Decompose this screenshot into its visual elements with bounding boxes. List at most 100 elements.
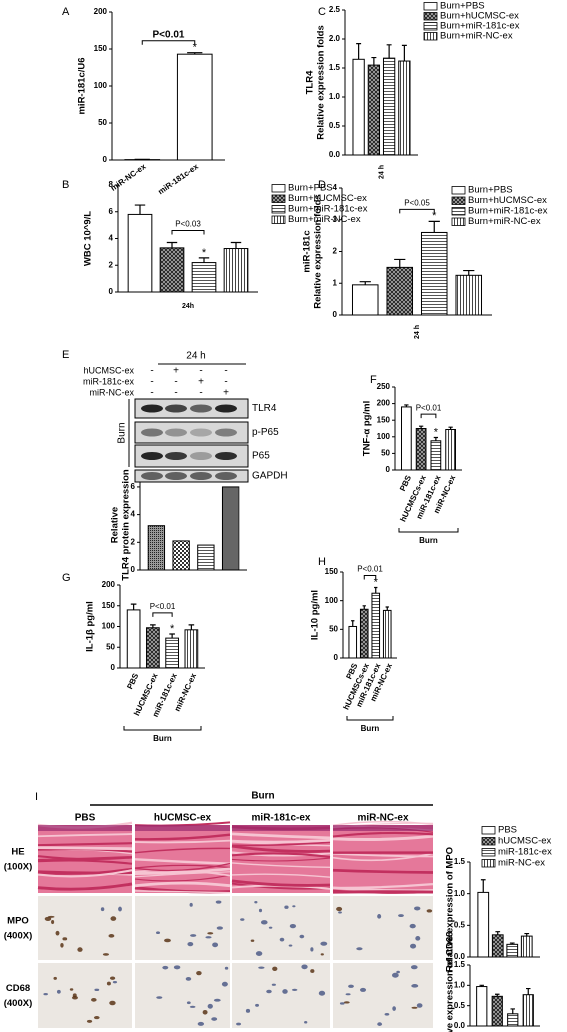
legend-label: Burn+PBS — [468, 185, 513, 196]
bar — [367, 64, 381, 156]
legend-swatch — [423, 22, 438, 31]
y-tick-label: 1 — [333, 278, 338, 287]
tissue-fiber — [134, 858, 231, 865]
y-tick-label: 1.0 — [454, 980, 466, 989]
condition-sign: + — [223, 388, 229, 399]
column-label: hUCMSC-ex — [154, 813, 212, 824]
group-label: Burn — [251, 791, 274, 802]
cell — [258, 908, 263, 913]
cell — [348, 984, 354, 988]
y-axis-label: IL-1β pg/ml — [85, 601, 96, 652]
cell — [187, 941, 194, 947]
error-bar — [509, 942, 515, 945]
cell — [202, 1009, 208, 1015]
group-bracket — [398, 528, 459, 533]
y-tick-label: 200 — [377, 399, 391, 408]
significance-star: * — [170, 623, 175, 635]
y-tick-label: 1.0 — [454, 889, 466, 898]
epidermis — [38, 825, 132, 831]
epidermis — [333, 825, 433, 831]
bar — [352, 58, 365, 156]
legend-label: Burn+miR-NC-ex — [288, 214, 361, 225]
legend-label: Burn+miR-NC-ex — [440, 31, 513, 42]
bar — [420, 231, 448, 316]
cell — [288, 944, 293, 947]
tissue-fiber — [134, 839, 231, 844]
blot-frame — [134, 444, 249, 468]
error-bar — [418, 425, 424, 429]
y-axis-label: TLR4 — [305, 70, 316, 94]
cell — [292, 905, 296, 908]
error-bar — [495, 931, 501, 935]
condition-sign: - — [224, 366, 227, 377]
error-bar — [188, 624, 195, 630]
blot-band — [215, 452, 237, 460]
bar — [191, 262, 217, 293]
cell — [93, 1016, 100, 1020]
tissue-fiber — [332, 852, 434, 862]
y-tick-label: 0 — [333, 310, 338, 319]
significance-star: * — [193, 42, 198, 54]
error-bar — [510, 1008, 516, 1014]
cell — [336, 906, 343, 912]
bar — [197, 544, 215, 571]
cell — [410, 965, 418, 970]
tissue-fiber — [134, 867, 231, 875]
cell — [55, 930, 60, 936]
cell — [416, 1003, 423, 1008]
bar — [147, 525, 166, 571]
band-label: TLR4 — [252, 403, 277, 414]
row-label: (400X) — [4, 931, 33, 942]
condition-label: hUCMSC-ex — [83, 365, 134, 375]
cell — [410, 943, 417, 949]
y-tick-label: 0 — [111, 663, 116, 672]
legend-swatch — [423, 32, 438, 41]
legend-swatch — [481, 848, 496, 857]
legend-swatch — [481, 859, 496, 868]
cell — [72, 993, 77, 998]
blot-band — [165, 472, 187, 480]
cell — [310, 947, 314, 952]
condition-sign: - — [199, 388, 202, 399]
panel-letter: B — [62, 179, 69, 191]
p-value: P<0.05 — [404, 198, 430, 207]
y-tick-label: 6 — [131, 482, 136, 491]
error-bar — [150, 624, 156, 628]
bar — [176, 53, 213, 161]
y-axis-label: TNF-α pg/ml — [362, 401, 373, 456]
cell — [411, 984, 419, 988]
error-bar — [385, 606, 389, 611]
legend-label: Burn+PBS — [288, 183, 333, 194]
cell — [100, 907, 105, 912]
bar — [126, 609, 141, 669]
tissue-fiber — [231, 873, 331, 878]
significance-star: * — [432, 210, 437, 222]
tissue-fiber — [134, 833, 231, 841]
y-tick-label: 150 — [102, 601, 116, 610]
cell — [60, 942, 64, 948]
tissue-fiber — [231, 879, 331, 887]
micrograph — [232, 896, 330, 960]
epidermis — [135, 825, 230, 831]
cell — [310, 969, 315, 973]
legend-label: Burn+hUCMSC-ex — [468, 195, 547, 206]
bar — [351, 284, 379, 316]
band-label: P65 — [252, 451, 270, 462]
blot-band — [165, 404, 187, 413]
blot-band — [190, 404, 212, 413]
tissue-fiber — [134, 864, 231, 869]
p-value-bracket — [171, 230, 205, 235]
cell — [279, 937, 285, 942]
condition-sign: + — [173, 366, 179, 377]
condition-sign: + — [198, 377, 204, 388]
error-bar — [433, 436, 439, 441]
cell — [56, 989, 61, 994]
blot-band — [190, 452, 212, 460]
cell — [426, 909, 433, 913]
cell — [318, 990, 326, 996]
cell — [266, 989, 272, 994]
bar — [455, 274, 483, 316]
cell — [196, 971, 202, 976]
cell — [250, 939, 255, 942]
cell — [398, 914, 404, 918]
